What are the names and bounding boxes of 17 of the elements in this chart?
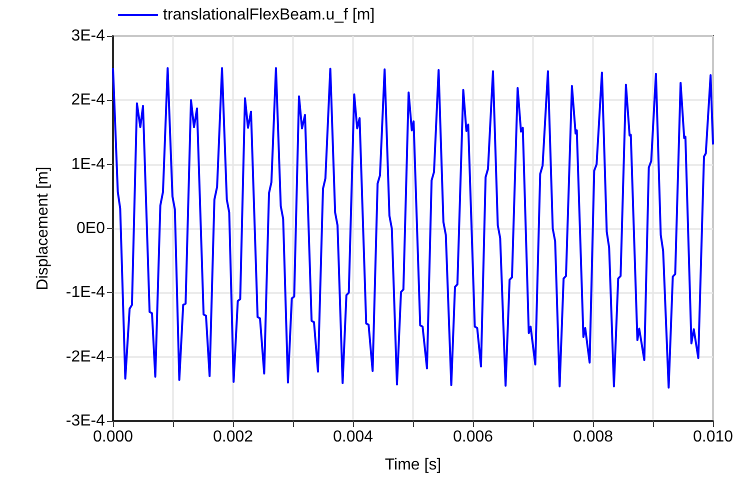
y-axis-title: Displacement [m]	[34, 166, 52, 290]
x-tick-label: 0.010	[692, 428, 734, 446]
x-tick-label: 0.004	[332, 428, 374, 446]
line-series	[112, 67, 714, 389]
x-tick-label: 0.008	[572, 428, 614, 446]
x-axis-title: Time [s]	[384, 456, 442, 474]
legend-label: translationalFlexBeam.u_f [m]	[163, 6, 375, 24]
x-tick-label: 0.002	[212, 428, 254, 446]
y-tick-label: 2E-4	[71, 92, 106, 109]
x-tick-label: 0.000	[92, 428, 134, 446]
y-tick-label: -1E-4	[66, 284, 106, 302]
y-tick-label: 1E-4	[71, 156, 106, 173]
y-tick-label: -2E-4	[66, 348, 106, 366]
y-tick-label: 0E0	[76, 220, 106, 237]
y-tick-label: -3E-4	[66, 412, 106, 430]
x-tick-label: 0.006	[452, 428, 494, 446]
y-tick-label: 3E-4	[71, 28, 106, 44]
